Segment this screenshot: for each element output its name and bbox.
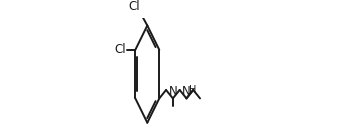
Text: Cl: Cl (114, 43, 126, 56)
Text: N: N (182, 85, 191, 98)
Text: N: N (168, 85, 177, 98)
Text: H: H (188, 85, 196, 95)
Text: Cl: Cl (129, 0, 140, 13)
